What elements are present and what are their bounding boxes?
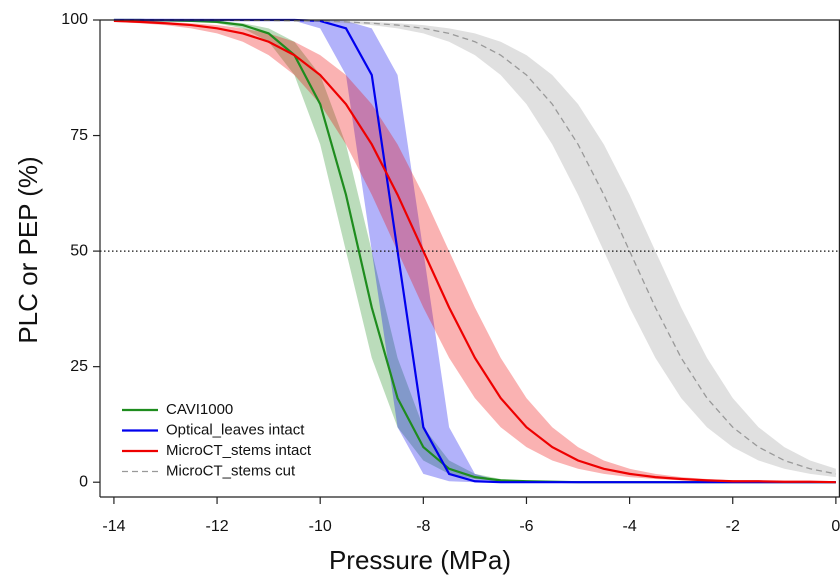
y-axis-label: PLC or PEP (%) (13, 156, 43, 343)
x-tick-label: -6 (519, 518, 533, 535)
legend-label: Optical_leaves intact (166, 421, 305, 438)
x-tick-label: -10 (309, 518, 332, 535)
legend-label: CAVI1000 (166, 401, 233, 418)
x-tick-label: -8 (416, 518, 430, 535)
confidence-band (113, 20, 836, 483)
x-tick-label: -12 (205, 518, 228, 535)
y-tick-label: 25 (70, 358, 88, 375)
legend-label: MicroCT_stems intact (166, 442, 312, 459)
y-tick-label: 0 (79, 473, 88, 490)
x-tick-label: -14 (102, 518, 125, 535)
y-tick-label: 50 (70, 242, 88, 259)
legend-label: MicroCT_stems cut (166, 462, 296, 479)
confidence-band (113, 20, 836, 478)
y-tick-label: 75 (70, 127, 88, 144)
x-tick-label: -4 (622, 518, 636, 535)
x-tick-label: -2 (726, 518, 740, 535)
series-line (113, 19, 836, 484)
x-axis-label: Pressure (MPa) (329, 545, 511, 575)
x-tick-label: 0 (831, 518, 840, 535)
y-tick-label: 100 (61, 11, 88, 28)
